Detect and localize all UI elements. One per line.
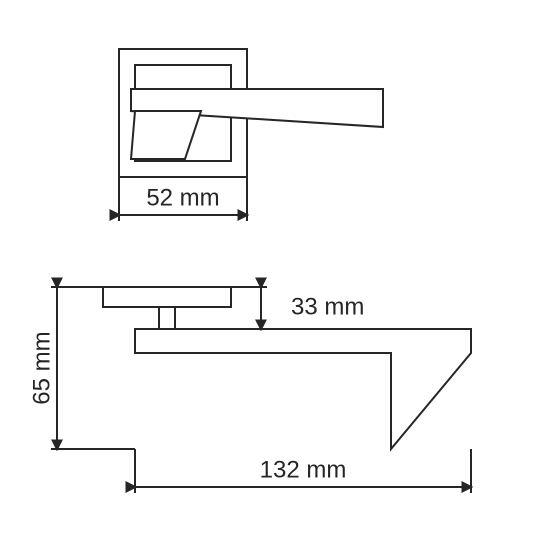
- dim-33-label: 33 mm: [291, 293, 364, 320]
- dim-65-label: 65 mm: [28, 331, 55, 404]
- dim-52-label: 52 mm: [146, 184, 219, 211]
- side-lever: [135, 329, 471, 449]
- technical-drawing: 52 mm 65 mm 33 mm 132 mm: [0, 0, 551, 551]
- side-plate: [103, 287, 231, 307]
- side-neck: [159, 307, 175, 329]
- front-thumbturn: [131, 111, 201, 159]
- dim-132-label: 132 mm: [260, 456, 347, 483]
